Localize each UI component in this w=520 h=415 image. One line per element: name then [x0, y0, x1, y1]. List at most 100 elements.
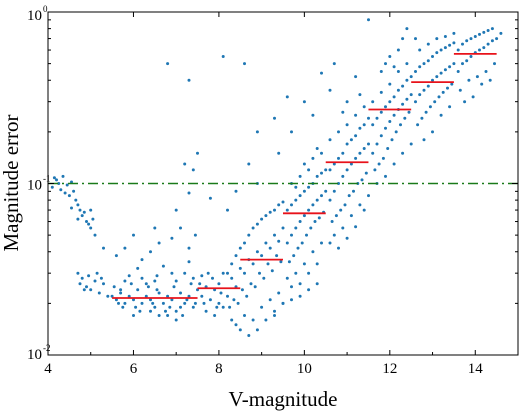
- data-point: [347, 194, 351, 198]
- data-point: [435, 75, 439, 79]
- data-point: [379, 134, 383, 138]
- x-tick-label: 14: [468, 361, 484, 377]
- data-point: [193, 301, 197, 305]
- data-point: [298, 194, 302, 198]
- data-point: [473, 35, 477, 38]
- data-point: [226, 271, 229, 275]
- data-point: [247, 334, 251, 337]
- data-point: [99, 276, 103, 280]
- data-point: [324, 168, 328, 172]
- data-point: [328, 168, 332, 172]
- data-point: [311, 203, 315, 207]
- x-axis-ticks: 4 6 8 10 12 14: [44, 12, 483, 377]
- data-point: [110, 294, 114, 298]
- data-point: [345, 236, 349, 240]
- data-point: [149, 250, 152, 254]
- data-point: [354, 156, 358, 160]
- data-point: [161, 264, 165, 268]
- y-tick-label: 10: [27, 178, 42, 194]
- data-point: [121, 305, 125, 309]
- data-point: [146, 285, 150, 289]
- data-point: [232, 298, 236, 302]
- data-point: [140, 276, 144, 280]
- data-point: [119, 291, 123, 295]
- data-point: [221, 55, 225, 58]
- data-point: [307, 185, 311, 189]
- data-point: [174, 309, 178, 313]
- data-point: [401, 102, 405, 106]
- data-point: [298, 282, 302, 286]
- data-point: [85, 285, 88, 289]
- data-point: [486, 29, 490, 32]
- data-point: [354, 75, 358, 79]
- data-point: [238, 246, 242, 250]
- data-point: [183, 271, 187, 275]
- data-point: [377, 162, 381, 166]
- data-point: [287, 260, 291, 264]
- data-point: [273, 116, 276, 120]
- data-point: [226, 294, 229, 298]
- data-point: [364, 171, 368, 175]
- data-point: [87, 274, 91, 278]
- data-point: [337, 156, 340, 160]
- data-point: [247, 233, 251, 237]
- data-point: [390, 138, 394, 142]
- data-point: [277, 203, 281, 207]
- data-point: [153, 305, 157, 309]
- data-point: [61, 174, 65, 178]
- data-point: [495, 37, 499, 41]
- data-point: [320, 171, 323, 175]
- data-point: [144, 294, 148, 298]
- data-point: [448, 43, 452, 47]
- data-point: [251, 226, 255, 230]
- data-point: [418, 65, 422, 69]
- data-point: [166, 294, 170, 298]
- data-point: [234, 323, 238, 327]
- data-point: [281, 226, 285, 230]
- data-point: [392, 95, 396, 99]
- data-point: [337, 130, 340, 134]
- x-tick-label: 10: [297, 361, 312, 377]
- data-point: [164, 309, 167, 313]
- data-point: [264, 241, 268, 245]
- data-point: [426, 84, 430, 88]
- y-tick-label: 10: [27, 347, 42, 363]
- data-point: [394, 130, 398, 134]
- data-point: [273, 309, 276, 313]
- data-point: [260, 254, 264, 258]
- data-point: [302, 262, 306, 266]
- data-point: [243, 314, 246, 317]
- data-point: [273, 314, 276, 317]
- data-point: [358, 93, 362, 97]
- data-point: [132, 314, 135, 317]
- data-point: [187, 260, 191, 264]
- data-point: [149, 309, 152, 313]
- data-point: [373, 168, 377, 172]
- data-point: [414, 37, 417, 41]
- data-point: [228, 305, 232, 309]
- data-point: [127, 294, 131, 298]
- data-point: [482, 46, 486, 50]
- data-point: [59, 188, 63, 192]
- data-point: [123, 279, 127, 283]
- data-point: [486, 42, 490, 46]
- data-point: [407, 110, 411, 114]
- data-point: [345, 123, 349, 127]
- data-point: [379, 90, 383, 94]
- data-point: [332, 189, 336, 193]
- data-point: [409, 142, 413, 146]
- y-tick-exponent: -2: [43, 343, 51, 353]
- data-point: [443, 35, 447, 38]
- data-point: [352, 189, 355, 193]
- data-point: [151, 301, 155, 305]
- data-point: [371, 151, 375, 155]
- data-point: [467, 78, 471, 82]
- data-point: [80, 276, 84, 280]
- data-point: [183, 162, 187, 166]
- data-point: [138, 309, 142, 313]
- data-point: [262, 276, 266, 280]
- data-point: [136, 288, 140, 292]
- scatter-points: [50, 18, 503, 337]
- data-point: [123, 246, 127, 250]
- data-point: [315, 174, 319, 178]
